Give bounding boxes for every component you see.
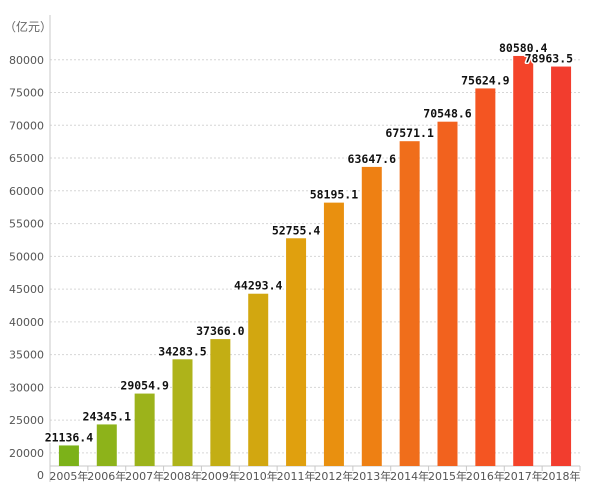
- x-tick-label: 2015年: [428, 469, 467, 483]
- data-label: 44293.4: [234, 279, 283, 293]
- y-tick-label: 30000: [9, 381, 44, 394]
- data-labels: 21136.4 24345.1 29054.9 34283.5 37366.0 44293…: [43, 39, 574, 445]
- x-tick-label: 2012年: [314, 469, 353, 483]
- x-tick-label: 2016年: [466, 469, 505, 483]
- x-tick-label: 2018年: [542, 469, 581, 483]
- bar: [248, 293, 269, 466]
- y-tick-label: 80000: [9, 54, 44, 67]
- bar: [513, 55, 534, 466]
- y-tick-label: 35000: [9, 349, 44, 362]
- data-label: 37366.0: [196, 324, 245, 338]
- bar: [437, 121, 458, 466]
- bar: [323, 202, 344, 466]
- y-axis-label: （亿元）: [4, 19, 52, 34]
- x-tick-labels: 2005年2006年2007年2008年2009年2010年2011年2012年…: [49, 469, 580, 483]
- bar: [58, 445, 79, 466]
- y-tick-label: 0: [37, 469, 44, 482]
- y-tick-label: 25000: [9, 414, 44, 427]
- bar: [286, 238, 307, 466]
- data-label: 63647.6: [348, 152, 397, 166]
- bar: [399, 141, 420, 467]
- data-label: 75624.9: [461, 73, 510, 87]
- x-tick-label: 2013年: [352, 469, 391, 483]
- data-label: 34283.5: [158, 344, 207, 358]
- gridlines: [50, 59, 580, 454]
- data-label: 21136.4: [45, 430, 94, 444]
- bar: [96, 424, 117, 466]
- y-tick-label: 45000: [9, 283, 44, 296]
- y-tick-label: 20000: [9, 447, 44, 460]
- x-tick-label: 2017年: [504, 469, 543, 483]
- y-tick-labels: 0 20000 25000 30000 35000 40000 45000 50000 5500…: [9, 54, 44, 482]
- x-tick-label: 2014年: [390, 469, 429, 483]
- bar: [134, 393, 155, 466]
- y-tick-label: 70000: [9, 119, 44, 132]
- x-tick-label: 2010年: [239, 469, 278, 483]
- y-tick-label: 50000: [9, 250, 44, 263]
- bar: [361, 166, 382, 467]
- bar: [210, 339, 231, 466]
- data-label: 80580.4: [499, 41, 548, 55]
- bar: [551, 66, 572, 467]
- data-label: 52755.4: [272, 223, 321, 237]
- bar: [475, 88, 496, 467]
- data-label: 70548.6: [423, 107, 472, 121]
- data-label: 78963.5: [525, 52, 574, 66]
- bars: [58, 55, 572, 467]
- data-label: 67571.1: [385, 126, 434, 140]
- y-tick-label: 65000: [9, 152, 44, 165]
- bar: [172, 359, 193, 466]
- x-tick-label: 2008年: [163, 469, 202, 483]
- data-label: 24345.1: [83, 409, 132, 423]
- y-tick-label: 55000: [9, 218, 44, 231]
- y-tick-label: 60000: [9, 185, 44, 198]
- x-tick-label: 2005年: [49, 469, 88, 483]
- x-tick-label: 2011年: [277, 469, 316, 483]
- data-label: 58195.1: [310, 188, 359, 202]
- x-tick-label: 2009年: [201, 469, 240, 483]
- y-tick-label: 75000: [9, 87, 44, 100]
- x-tick-label: 2007年: [125, 469, 164, 483]
- x-tick-label: 2006年: [87, 469, 126, 483]
- data-label: 29054.9: [120, 379, 169, 393]
- y-tick-label: 40000: [9, 316, 44, 329]
